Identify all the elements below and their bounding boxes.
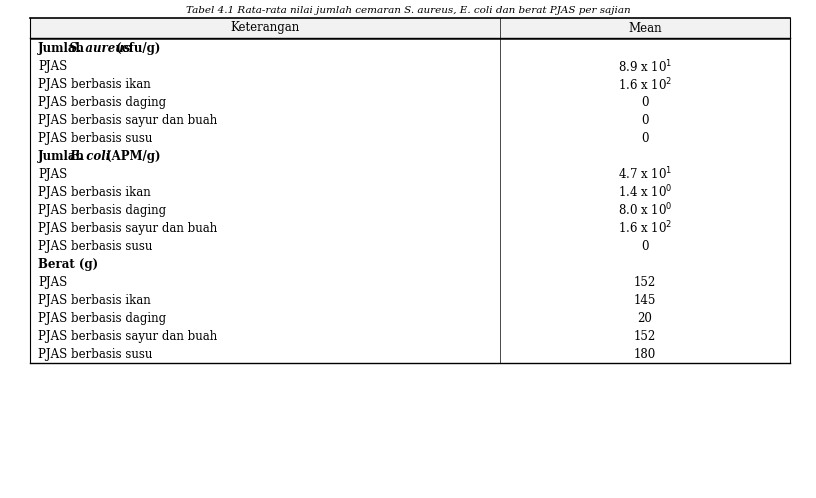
Text: PJAS berbasis ikan: PJAS berbasis ikan xyxy=(38,186,151,199)
Text: S. aureus: S. aureus xyxy=(69,42,131,55)
Text: Jumlah: Jumlah xyxy=(38,150,89,163)
Text: Tabel 4.1 Rata-rata nilai jumlah cemaran S. aureus, E. coli dan berat PJAS per s: Tabel 4.1 Rata-rata nilai jumlah cemaran… xyxy=(186,6,630,15)
Text: PJAS berbasis ikan: PJAS berbasis ikan xyxy=(38,78,151,91)
Text: 4.7 x 10$^{1}$: 4.7 x 10$^{1}$ xyxy=(618,166,672,183)
Text: 0: 0 xyxy=(641,132,649,145)
Text: 1.4 x 10$^{0}$: 1.4 x 10$^{0}$ xyxy=(618,184,672,201)
Text: PJAS berbasis daging: PJAS berbasis daging xyxy=(38,96,166,109)
Text: 0: 0 xyxy=(641,240,649,253)
Text: 8.0 x 10$^{0}$: 8.0 x 10$^{0}$ xyxy=(618,202,672,219)
Text: PJAS berbasis sayur dan buah: PJAS berbasis sayur dan buah xyxy=(38,222,217,235)
Text: PJAS berbasis ikan: PJAS berbasis ikan xyxy=(38,294,151,307)
Text: 145: 145 xyxy=(634,294,656,307)
Text: Keterangan: Keterangan xyxy=(230,21,299,34)
Text: 152: 152 xyxy=(634,276,656,289)
Text: 180: 180 xyxy=(634,348,656,361)
Text: 1.6 x 10$^{2}$: 1.6 x 10$^{2}$ xyxy=(618,220,672,237)
Text: 8.9 x 10$^{1}$: 8.9 x 10$^{1}$ xyxy=(618,58,672,75)
Text: (cfu/g): (cfu/g) xyxy=(112,42,160,55)
Text: PJAS berbasis sayur dan buah: PJAS berbasis sayur dan buah xyxy=(38,114,217,127)
Text: PJAS berbasis susu: PJAS berbasis susu xyxy=(38,240,153,253)
Text: 20: 20 xyxy=(637,312,653,325)
Text: Berat (g): Berat (g) xyxy=(38,258,98,271)
Bar xyxy=(30,18,790,38)
Text: 152: 152 xyxy=(634,330,656,343)
Text: PJAS berbasis daging: PJAS berbasis daging xyxy=(38,312,166,325)
Text: PJAS berbasis susu: PJAS berbasis susu xyxy=(38,132,153,145)
Text: Jumlah: Jumlah xyxy=(38,42,89,55)
Text: PJAS: PJAS xyxy=(38,168,67,181)
Text: E. coli: E. coli xyxy=(69,150,110,163)
Text: 0: 0 xyxy=(641,114,649,127)
Text: 1.6 x 10$^{2}$: 1.6 x 10$^{2}$ xyxy=(618,76,672,93)
Text: Mean: Mean xyxy=(628,21,662,34)
Text: PJAS: PJAS xyxy=(38,60,67,73)
Text: PJAS berbasis sayur dan buah: PJAS berbasis sayur dan buah xyxy=(38,330,217,343)
Text: PJAS berbasis susu: PJAS berbasis susu xyxy=(38,348,153,361)
Text: (APM/g): (APM/g) xyxy=(102,150,161,163)
Text: PJAS: PJAS xyxy=(38,276,67,289)
Text: 0: 0 xyxy=(641,96,649,109)
Text: PJAS berbasis daging: PJAS berbasis daging xyxy=(38,204,166,217)
